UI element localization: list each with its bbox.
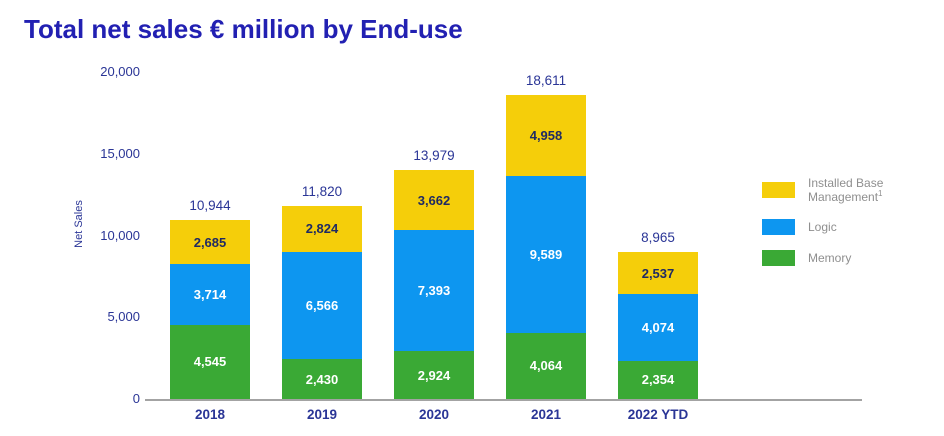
x-tick-label: 2019 bbox=[306, 407, 338, 422]
legend-label: Installed Base Management1 bbox=[808, 176, 884, 204]
x-tick-label: 2018 bbox=[194, 407, 226, 422]
x-tick-label: 2022 YTD bbox=[627, 407, 689, 422]
y-tick-label: 10,000 bbox=[100, 227, 140, 243]
bar-segment-installed-base-management: 3,662 bbox=[394, 170, 474, 231]
segment-value-label: 4,545 bbox=[193, 354, 227, 370]
bar-total-label: 10,944 bbox=[189, 198, 231, 214]
segment-value-label: 2,430 bbox=[305, 371, 339, 387]
legend-item-memory: Memory bbox=[762, 250, 920, 266]
bar-segment-memory: 4,064 bbox=[506, 332, 586, 399]
segment-value-label: 3,662 bbox=[417, 192, 451, 208]
segment-value-label: 7,393 bbox=[417, 283, 451, 299]
bar-segment-memory: 2,354 bbox=[618, 360, 698, 399]
y-axis-label: Net Sales bbox=[73, 200, 85, 248]
bar-total-label: 8,965 bbox=[641, 230, 675, 246]
bar-segment-memory: 2,430 bbox=[282, 359, 362, 399]
bar-segment-installed-base-management: 2,824 bbox=[282, 205, 362, 252]
segment-value-label: 6,566 bbox=[305, 298, 339, 314]
segment-value-label: 4,958 bbox=[529, 127, 563, 143]
bar-segment-logic: 6,566 bbox=[282, 251, 362, 360]
bar-segment-installed-base-management: 2,537 bbox=[618, 252, 698, 294]
bar-2018: 10,944 2,685 3,714 4,545 bbox=[170, 198, 250, 399]
legend-footnote-marker: 1 bbox=[878, 189, 883, 198]
y-tick-label: 5,000 bbox=[107, 309, 140, 325]
legend-item-installed-base-management: Installed Base Management1 bbox=[762, 176, 920, 204]
bar-2019: 11,820 2,824 6,566 2,430 bbox=[282, 184, 362, 399]
segment-value-label: 2,537 bbox=[641, 265, 675, 281]
bar-segment-installed-base-management: 2,685 bbox=[170, 220, 250, 264]
legend-swatch bbox=[762, 250, 795, 266]
x-axis-line bbox=[145, 399, 862, 401]
segment-value-label: 2,354 bbox=[641, 372, 675, 388]
bar-segment-memory: 2,924 bbox=[394, 351, 474, 399]
segment-value-label: 3,714 bbox=[193, 286, 227, 302]
segment-value-label: 9,589 bbox=[529, 246, 563, 262]
bar-2021: 18,611 4,958 9,589 4,064 bbox=[506, 73, 586, 399]
bar-segment-logic: 4,074 bbox=[618, 293, 698, 361]
segment-value-label: 2,824 bbox=[305, 221, 339, 237]
bar-total-label: 11,820 bbox=[301, 183, 343, 199]
segment-value-label: 2,924 bbox=[417, 367, 451, 383]
bar-total-label: 13,979 bbox=[413, 148, 455, 164]
bar-2020: 13,979 3,662 7,393 2,924 bbox=[394, 148, 474, 399]
bar-segment-logic: 9,589 bbox=[506, 175, 586, 333]
bar-segment-logic: 3,714 bbox=[170, 263, 250, 325]
legend-label: Logic bbox=[808, 220, 837, 234]
segment-value-label: 4,064 bbox=[529, 358, 563, 374]
segment-value-label: 4,074 bbox=[641, 319, 675, 335]
bar-segment-logic: 7,393 bbox=[394, 230, 474, 352]
legend-swatch bbox=[762, 219, 795, 235]
segment-value-label: 2,685 bbox=[193, 234, 227, 250]
bar-segment-memory: 4,545 bbox=[170, 324, 250, 399]
y-tick-label: 15,000 bbox=[100, 145, 140, 161]
bar-total-label: 18,611 bbox=[525, 72, 567, 88]
y-tick-label: 20,000 bbox=[100, 64, 140, 79]
bar-2022-ytd: 8,965 2,537 4,074 2,354 bbox=[618, 230, 698, 399]
chart-title: Total net sales € million by End-use bbox=[24, 14, 463, 44]
y-tick-label: 0 bbox=[132, 391, 140, 406]
legend-item-logic: Logic bbox=[762, 219, 920, 235]
legend-swatch bbox=[762, 182, 795, 198]
legend-label: Memory bbox=[808, 251, 852, 265]
legend: Installed Base Management1 Logic Memory bbox=[762, 176, 920, 281]
x-tick-label: 2021 bbox=[530, 407, 562, 422]
x-tick-label: 2020 bbox=[418, 407, 450, 422]
bar-segment-installed-base-management: 4,958 bbox=[506, 94, 586, 176]
